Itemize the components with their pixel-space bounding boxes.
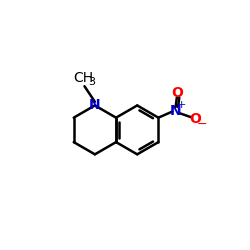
Text: N: N xyxy=(170,104,181,118)
Text: −: − xyxy=(196,118,207,131)
Text: 3: 3 xyxy=(88,77,95,87)
Text: CH: CH xyxy=(73,71,93,85)
Text: O: O xyxy=(190,112,202,126)
Text: O: O xyxy=(171,86,183,100)
Text: N: N xyxy=(89,98,101,112)
Text: +: + xyxy=(176,100,186,110)
